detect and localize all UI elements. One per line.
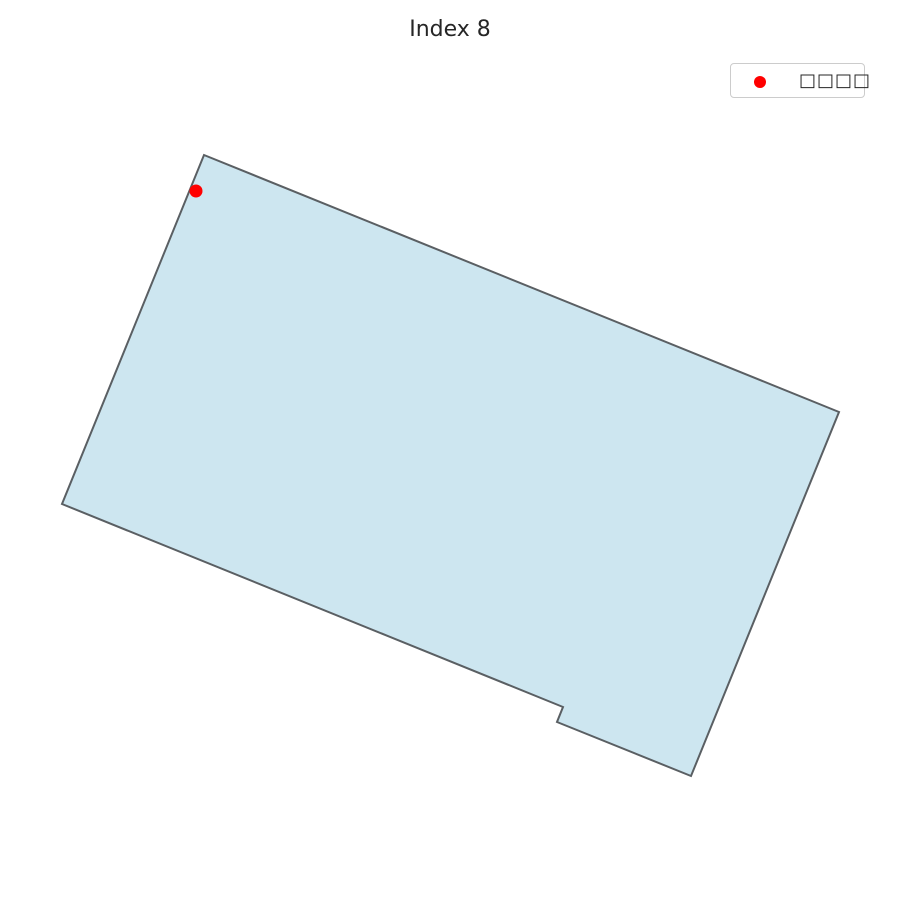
parcel-polygon: [60, 153, 841, 778]
red-point-marker: [189, 184, 203, 198]
legend: □□□□: [730, 63, 870, 98]
legend-label: □□□□: [799, 70, 872, 91]
figure-title: Index 8: [409, 17, 491, 42]
legend-red-dot-icon: [754, 76, 766, 88]
